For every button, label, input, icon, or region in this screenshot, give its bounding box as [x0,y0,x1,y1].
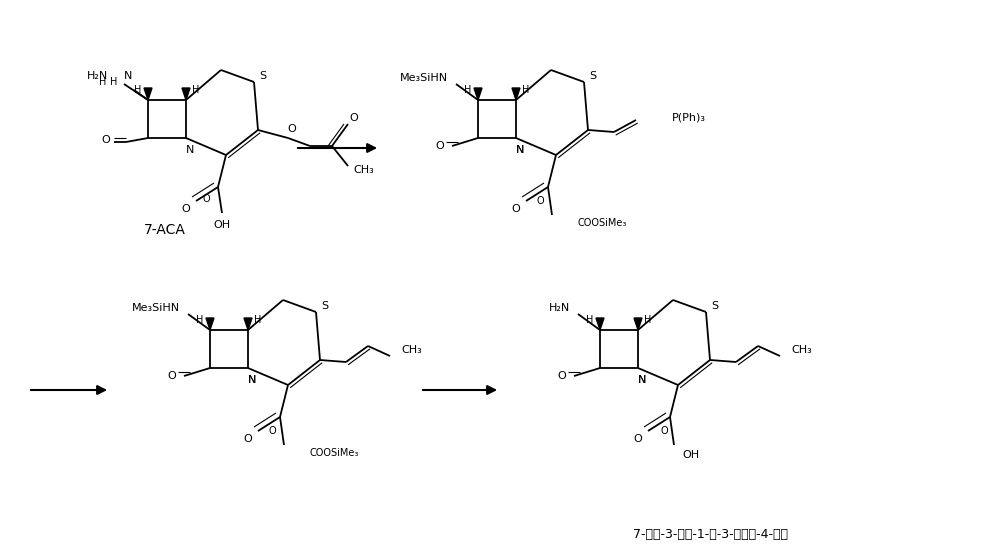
Text: P(Ph)₃: P(Ph)₃ [672,113,706,123]
Text: N: N [638,375,646,385]
Text: O: O [244,434,252,444]
Polygon shape [144,88,152,100]
Text: 7-氨基-3-丙烯-1-基-3-头孢烯-4-罧酸: 7-氨基-3-丙烯-1-基-3-头孢烯-4-罧酸 [633,528,788,542]
Text: O: O [168,371,176,381]
Text: O: O [512,204,520,214]
Polygon shape [596,318,604,330]
Text: N: N [516,145,524,155]
Polygon shape [206,318,214,330]
Polygon shape [182,88,190,100]
Text: N: N [638,375,646,385]
Text: O: O [436,141,444,151]
Text: O: O [634,434,642,444]
Text: S: S [711,301,719,311]
Text: CH₃: CH₃ [402,345,422,355]
Text: O: O [182,204,190,214]
Text: S: S [259,71,267,81]
Text: H: H [110,77,118,87]
Text: Me₃SiHN: Me₃SiHN [400,73,448,83]
Text: N: N [248,375,256,385]
Text: O: O [660,426,668,436]
Text: H₂N: H₂N [549,303,570,313]
Text: COOSiMe₃: COOSiMe₃ [310,448,359,458]
Polygon shape [474,88,482,100]
Text: H: H [196,315,204,325]
Text: H: H [586,315,594,325]
Text: H: H [644,315,652,325]
Text: O: O [536,196,544,206]
Text: N: N [186,145,194,155]
Text: H: H [192,85,200,95]
Polygon shape [634,318,642,330]
Text: H₂N: H₂N [87,71,108,81]
Text: 7-ACA: 7-ACA [144,223,186,237]
Text: O: O [288,124,296,134]
Text: O: O [558,371,566,381]
Polygon shape [512,88,520,100]
Text: O: O [350,113,358,123]
Text: O: O [102,135,110,145]
Text: O: O [268,426,276,436]
Text: CH₃: CH₃ [354,165,374,175]
Text: OH: OH [213,220,231,230]
Text: OH: OH [682,450,699,460]
Text: H: H [522,85,530,95]
Text: N: N [516,145,524,155]
Text: H: H [254,315,262,325]
Text: COOSiMe₃: COOSiMe₃ [578,218,627,228]
Text: CH₃: CH₃ [792,345,812,355]
Text: N: N [124,71,132,81]
Text: H: H [99,77,106,87]
Text: S: S [321,301,329,311]
Text: H: H [134,85,142,95]
Text: S: S [589,71,597,81]
Text: N: N [248,375,256,385]
Text: H: H [464,85,472,95]
Polygon shape [244,318,252,330]
Text: Me₃SiHN: Me₃SiHN [132,303,180,313]
Text: O: O [202,194,210,204]
